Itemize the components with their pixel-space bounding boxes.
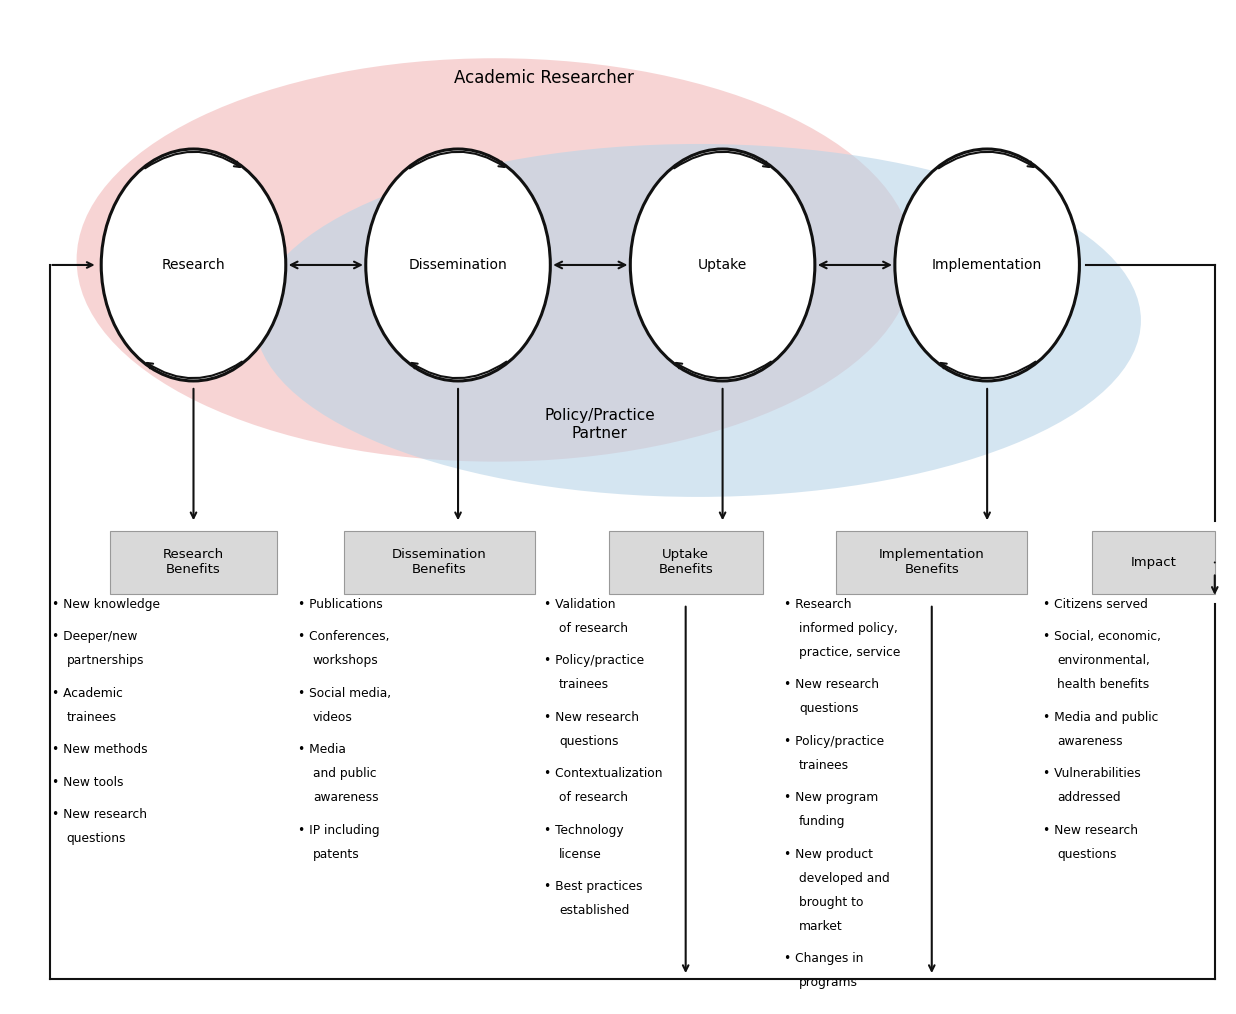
Text: Uptake
Benefits: Uptake Benefits bbox=[659, 549, 713, 577]
Text: of research: of research bbox=[559, 622, 628, 635]
Text: trainees: trainees bbox=[798, 758, 849, 772]
Text: • Vulnerabilities: • Vulnerabilities bbox=[1042, 768, 1141, 780]
Text: • Social media,: • Social media, bbox=[298, 686, 392, 700]
Text: Dissemination
Benefits: Dissemination Benefits bbox=[392, 549, 487, 577]
Text: • Media: • Media bbox=[298, 743, 346, 756]
Text: workshops: workshops bbox=[313, 654, 378, 667]
Text: informed policy,: informed policy, bbox=[798, 622, 897, 635]
Text: patents: patents bbox=[313, 848, 360, 861]
Text: • New methods: • New methods bbox=[52, 743, 147, 756]
Text: Policy/Practice
Partner: Policy/Practice Partner bbox=[544, 408, 655, 440]
Text: practice, service: practice, service bbox=[798, 646, 900, 659]
Text: • New research: • New research bbox=[544, 711, 639, 724]
Text: Uptake: Uptake bbox=[698, 258, 748, 272]
Text: trainees: trainees bbox=[67, 711, 117, 724]
Text: questions: questions bbox=[67, 832, 126, 845]
Text: Academic Researcher: Academic Researcher bbox=[455, 69, 634, 87]
Text: • Citizens served: • Citizens served bbox=[1042, 598, 1147, 610]
Text: questions: questions bbox=[1057, 848, 1117, 861]
Text: • Validation: • Validation bbox=[544, 598, 616, 610]
Text: • New research: • New research bbox=[52, 808, 147, 821]
Ellipse shape bbox=[630, 149, 815, 381]
Text: programs: programs bbox=[798, 976, 858, 989]
Text: partnerships: partnerships bbox=[67, 654, 145, 667]
Text: • Contextualization: • Contextualization bbox=[544, 768, 662, 780]
Text: • New research: • New research bbox=[1042, 823, 1137, 837]
FancyBboxPatch shape bbox=[110, 531, 277, 594]
Text: • New tools: • New tools bbox=[52, 776, 124, 789]
Text: • Publications: • Publications bbox=[298, 598, 383, 610]
Text: and public: and public bbox=[313, 768, 377, 780]
Text: • Policy/practice: • Policy/practice bbox=[784, 735, 884, 747]
FancyBboxPatch shape bbox=[345, 531, 535, 594]
Text: awareness: awareness bbox=[313, 791, 378, 804]
Text: • Research: • Research bbox=[784, 598, 852, 610]
Text: trainees: trainees bbox=[559, 678, 609, 692]
Text: environmental,: environmental, bbox=[1057, 654, 1151, 667]
Text: Implementation
Benefits: Implementation Benefits bbox=[879, 549, 985, 577]
Text: developed and: developed and bbox=[798, 872, 890, 884]
Text: • Changes in: • Changes in bbox=[784, 952, 864, 965]
Text: • Deeper/new: • Deeper/new bbox=[52, 631, 137, 643]
FancyBboxPatch shape bbox=[837, 531, 1027, 594]
Text: Research: Research bbox=[162, 258, 225, 272]
Text: market: market bbox=[798, 920, 843, 933]
Text: • New knowledge: • New knowledge bbox=[52, 598, 159, 610]
Text: health benefits: health benefits bbox=[1057, 678, 1149, 692]
Text: questions: questions bbox=[798, 703, 858, 715]
Text: • New product: • New product bbox=[784, 848, 873, 861]
Text: • Academic: • Academic bbox=[52, 686, 122, 700]
Text: awareness: awareness bbox=[1057, 735, 1122, 747]
Ellipse shape bbox=[77, 58, 913, 461]
Text: • Policy/practice: • Policy/practice bbox=[544, 654, 644, 667]
Text: Impact: Impact bbox=[1130, 556, 1177, 569]
Text: Implementation: Implementation bbox=[932, 258, 1042, 272]
Text: • New program: • New program bbox=[784, 791, 879, 804]
Text: funding: funding bbox=[798, 815, 845, 828]
Ellipse shape bbox=[255, 144, 1141, 497]
Text: • Best practices: • Best practices bbox=[544, 880, 643, 893]
Ellipse shape bbox=[895, 149, 1079, 381]
Text: brought to: brought to bbox=[798, 895, 864, 909]
Text: of research: of research bbox=[559, 791, 628, 804]
Text: • Technology: • Technology bbox=[544, 823, 624, 837]
Text: questions: questions bbox=[559, 735, 618, 747]
Text: license: license bbox=[559, 848, 602, 861]
Text: videos: videos bbox=[313, 711, 352, 724]
Ellipse shape bbox=[366, 149, 550, 381]
Text: • Media and public: • Media and public bbox=[1042, 711, 1158, 724]
Text: addressed: addressed bbox=[1057, 791, 1121, 804]
Ellipse shape bbox=[101, 149, 286, 381]
Text: • Social, economic,: • Social, economic, bbox=[1042, 631, 1161, 643]
Text: Dissemination: Dissemination bbox=[409, 258, 508, 272]
Text: • IP including: • IP including bbox=[298, 823, 379, 837]
Text: • Conferences,: • Conferences, bbox=[298, 631, 389, 643]
FancyBboxPatch shape bbox=[1091, 531, 1215, 594]
Text: Research
Benefits: Research Benefits bbox=[163, 549, 224, 577]
FancyBboxPatch shape bbox=[609, 531, 763, 594]
Text: established: established bbox=[559, 904, 629, 917]
Text: • New research: • New research bbox=[784, 678, 879, 692]
